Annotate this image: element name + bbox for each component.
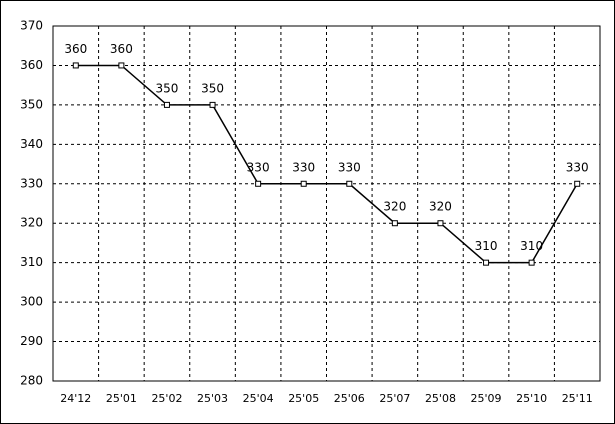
marker (346, 180, 353, 187)
x-tick-label: 25'05 (288, 392, 319, 405)
data-label: 330 (338, 160, 361, 174)
marker (528, 259, 535, 266)
data-label: 310 (520, 239, 543, 253)
y-tick-label: 320 (20, 216, 43, 230)
y-tick-label: 300 (20, 295, 43, 309)
x-tick-label: 25'08 (425, 392, 456, 405)
x-tick-label: 25'01 (106, 392, 137, 405)
marker (255, 180, 262, 187)
x-tick-label: 25'04 (243, 392, 274, 405)
marker (300, 180, 307, 187)
x-tick-label: 25'09 (471, 392, 502, 405)
x-tick-label: 25'10 (516, 392, 547, 405)
data-label: 360 (110, 42, 133, 56)
marker (437, 220, 444, 227)
y-tick-label: 360 (20, 58, 43, 72)
x-tick-label: 25'11 (562, 392, 593, 405)
marker (483, 259, 490, 266)
data-label: 360 (64, 42, 87, 56)
x-tick-label: 25'02 (151, 392, 182, 405)
marker (163, 101, 170, 108)
marker (391, 220, 398, 227)
data-label: 330 (566, 160, 589, 174)
marker (209, 101, 216, 108)
y-tick-label: 290 (20, 334, 43, 348)
y-tick-label: 310 (20, 255, 43, 269)
marker (72, 62, 79, 69)
y-tick-label: 280 (20, 374, 43, 388)
x-tick-label: 25'06 (334, 392, 365, 405)
marker (118, 62, 125, 69)
y-tick-label: 330 (20, 176, 43, 190)
plot-area (52, 25, 601, 382)
y-tick-label: 350 (20, 97, 43, 111)
data-label: 320 (429, 200, 452, 214)
y-tick-label: 340 (20, 137, 43, 151)
data-label: 330 (247, 160, 270, 174)
x-tick-label: 25'07 (379, 392, 410, 405)
data-label: 320 (383, 200, 406, 214)
data-label: 310 (475, 239, 498, 253)
marker (574, 180, 581, 187)
x-tick-label: 24'12 (60, 392, 91, 405)
data-label: 330 (292, 160, 315, 174)
x-tick-label: 25'03 (197, 392, 228, 405)
data-label: 350 (201, 81, 224, 95)
line (75, 64, 578, 264)
data-label: 350 (156, 81, 179, 95)
y-tick-label: 370 (20, 19, 43, 33)
